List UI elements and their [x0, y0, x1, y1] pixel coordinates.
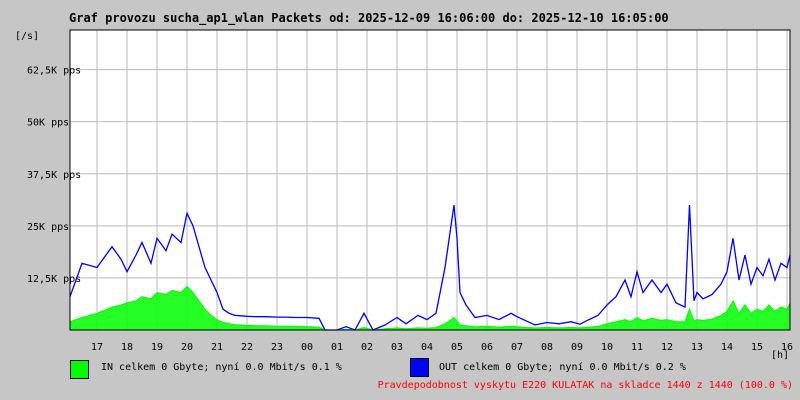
- x-tick-label: 14: [721, 342, 733, 353]
- y-tick-label: 62,5K pps: [27, 66, 81, 77]
- legend-swatch-out: [410, 358, 429, 377]
- x-tick-label: 18: [121, 342, 133, 353]
- x-tick-label: 10: [601, 342, 613, 353]
- x-unit-label: [h]: [771, 350, 790, 361]
- x-tick-label: 00: [301, 342, 313, 353]
- x-tick-label: 03: [391, 342, 403, 353]
- series-out-line: [69, 204, 791, 331]
- x-tick-label: 11: [631, 342, 643, 353]
- probability-note: Pravdepodobnost vyskytu E220 KULATAK na …: [377, 380, 793, 391]
- y-unit-label: [/s]: [15, 31, 40, 42]
- x-tick-label: 21: [211, 342, 223, 353]
- x-tick-label: 07: [511, 342, 523, 353]
- y-tick-label: 37,5K pps: [27, 170, 81, 181]
- x-tick-label: 02: [361, 342, 373, 353]
- x-tick-label: 05: [451, 342, 463, 353]
- y-tick-label: 50K pps: [27, 118, 69, 129]
- y-tick-label: 25K pps: [27, 222, 69, 233]
- x-tick-label: 20: [181, 342, 193, 353]
- x-tick-label: 06: [481, 342, 493, 353]
- x-tick-label: 15: [751, 342, 763, 353]
- legend-swatch-in: [70, 360, 89, 379]
- chart-title: Graf provozu sucha_ap1_wlan Packets od: …: [69, 11, 669, 25]
- x-tick-label: 17: [91, 342, 103, 353]
- series-in-area: [69, 285, 791, 331]
- x-tick-label: 13: [691, 342, 703, 353]
- x-tick-label: 01: [331, 342, 343, 353]
- x-tick-label: 08: [541, 342, 553, 353]
- x-tick-label: 09: [571, 342, 583, 353]
- plot-frame: [69, 29, 791, 331]
- plot-area: [70, 30, 790, 330]
- y-tick-label: 12,5K pps: [27, 274, 81, 285]
- x-tick-label: 23: [271, 342, 283, 353]
- legend-text-in: IN celkem 0 Gbyte; nyní 0.0 Mbit/s 0.1 %: [101, 362, 342, 373]
- legend-text-out: OUT celkem 0 Gbyte; nyní 0.0 Mbit/s 0.2 …: [439, 362, 686, 373]
- x-tick-label: 04: [421, 342, 433, 353]
- x-tick-label: 16: [781, 342, 793, 353]
- x-tick-label: 22: [241, 342, 253, 353]
- x-tick-label: 12: [661, 342, 673, 353]
- x-tick-label: 19: [151, 342, 163, 353]
